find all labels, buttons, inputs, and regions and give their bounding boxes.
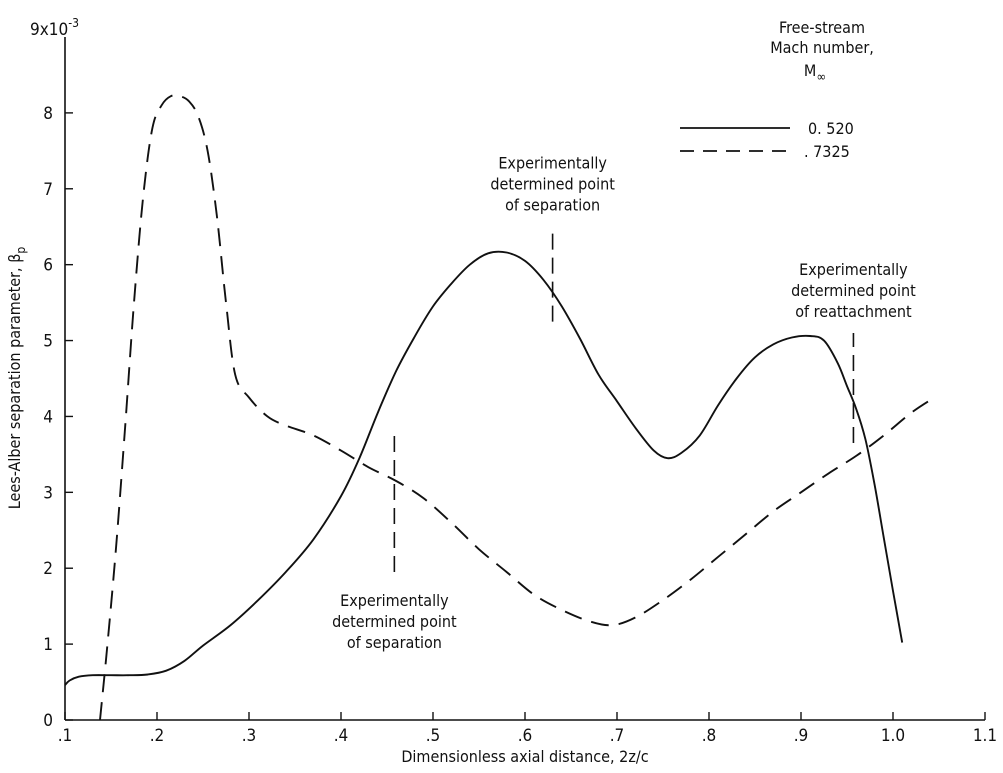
x-axis-title: Dimensionless axial distance, 2z/c — [401, 747, 648, 766]
y-tick-label: 0 — [43, 711, 53, 731]
annotation-text: Experimentally — [498, 154, 607, 173]
y-tick-label: 4 — [43, 407, 53, 427]
y-tick-label: 2 — [43, 559, 53, 579]
legend-title-line-1: Free-stream — [779, 18, 865, 37]
x-tick-label: .3 — [242, 726, 257, 746]
series-line-mach-0520 — [64, 250, 904, 686]
y-tick-label: 6 — [43, 256, 53, 276]
annotation-text: of reattachment — [795, 302, 912, 321]
annotation-text: of separation — [505, 196, 600, 215]
annotation-text: of separation — [347, 633, 442, 652]
annotation-text: Experimentally — [799, 260, 908, 279]
x-tick-label: .5 — [426, 726, 441, 746]
y-tick-label: 3 — [43, 483, 53, 503]
y-multiplier-label: 9x10-3 — [30, 16, 79, 40]
series-layer — [64, 94, 935, 721]
legend-title-line-2: Mach number, — [770, 38, 874, 57]
x-tick-label: .9 — [794, 726, 809, 746]
y-tick-label: 8 — [43, 104, 53, 124]
annotation-text: Experimentally — [340, 591, 449, 610]
x-tick-label: .4 — [334, 726, 349, 746]
series-line-mach-07325 — [99, 94, 935, 721]
legend-entry-07325: . 7325 — [804, 142, 850, 161]
x-tick-label: .7 — [610, 726, 625, 746]
legend-entry-0520: 0. 520 — [808, 119, 854, 138]
y-axis-title: Lees-Alber separation parameter, βp — [5, 247, 28, 510]
annotation-text: determined point — [490, 175, 615, 194]
x-tick-label: .1 — [58, 726, 73, 746]
x-tick-label: 1.1 — [973, 726, 997, 746]
annotation-text: determined point — [332, 612, 457, 631]
y-ticks: 0 1 2 3 4 5 6 7 8 — [43, 104, 73, 731]
y-tick-label: 7 — [43, 180, 53, 200]
y-tick-label: 1 — [43, 635, 53, 655]
legend-symbol: M∞ — [804, 61, 826, 85]
x-tick-label: .2 — [150, 726, 165, 746]
annotation-layer: Experimentally determined point of separat… — [332, 154, 916, 652]
x-tick-label: 1.0 — [881, 726, 905, 746]
annotation-text: determined point — [791, 281, 916, 300]
x-tick-label: .8 — [702, 726, 717, 746]
plot-frame — [64, 37, 985, 721]
y-tick-label: 5 — [43, 332, 53, 352]
x-tick-label: .6 — [518, 726, 533, 746]
x-ticks: .1 .2 .3 .4 .5 .6 .7 .8 .9 1.0 1.1 — [58, 712, 997, 746]
legend: Free-stream Mach number, M∞ 0. 520 . 732… — [680, 18, 874, 161]
